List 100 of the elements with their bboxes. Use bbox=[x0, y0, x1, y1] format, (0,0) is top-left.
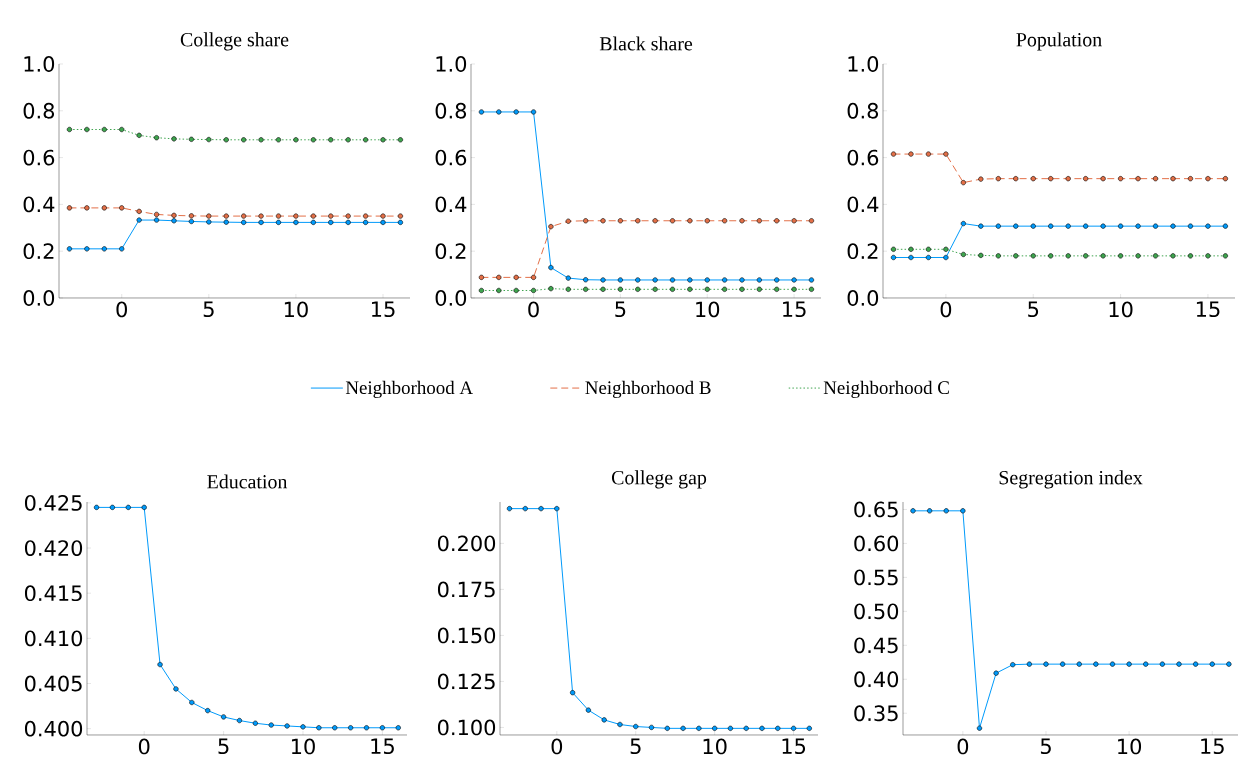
y-tick-label: 0.425 bbox=[24, 494, 82, 511]
point bbox=[910, 508, 916, 514]
point bbox=[258, 137, 264, 143]
point bbox=[600, 277, 606, 283]
point bbox=[153, 217, 160, 223]
point bbox=[1048, 176, 1054, 182]
point bbox=[1030, 176, 1036, 182]
y-tick-label: 0.2 bbox=[435, 243, 466, 260]
chart-title: College share bbox=[180, 32, 289, 51]
point bbox=[223, 219, 229, 225]
point bbox=[1043, 661, 1049, 667]
point bbox=[1010, 662, 1016, 668]
chart-title: College gap bbox=[611, 470, 707, 489]
point bbox=[808, 218, 815, 224]
point bbox=[585, 707, 591, 713]
point bbox=[1060, 661, 1066, 667]
chart-title: Education bbox=[207, 474, 288, 489]
point bbox=[241, 219, 247, 225]
y-tick-label: 0.6 bbox=[847, 149, 879, 166]
point bbox=[153, 211, 160, 218]
point bbox=[101, 246, 107, 252]
point bbox=[252, 720, 258, 726]
point bbox=[1100, 176, 1106, 182]
x-tick-label: 0 bbox=[138, 738, 150, 755]
point bbox=[1083, 253, 1089, 259]
point bbox=[223, 213, 229, 219]
point bbox=[554, 506, 560, 512]
point bbox=[173, 686, 179, 692]
point bbox=[188, 213, 194, 219]
point bbox=[101, 126, 107, 133]
point bbox=[206, 219, 212, 225]
point bbox=[157, 661, 163, 668]
y-tick-label: 0.2 bbox=[23, 243, 54, 260]
point bbox=[1065, 223, 1071, 229]
point bbox=[1109, 661, 1116, 667]
point bbox=[189, 699, 195, 706]
y-tick-label: 1.0 bbox=[848, 56, 879, 72]
point bbox=[1126, 661, 1132, 667]
point bbox=[775, 725, 781, 731]
x-tick-label: 15 bbox=[783, 301, 806, 318]
point bbox=[478, 287, 485, 294]
y-tick-label: 0.0 bbox=[23, 290, 55, 306]
x-tick-label: 5 bbox=[203, 301, 214, 318]
point bbox=[669, 277, 676, 283]
point bbox=[380, 213, 386, 219]
point bbox=[1030, 223, 1036, 229]
y-tick-label: 0.50 bbox=[854, 603, 899, 620]
y-tick-label: 0.100 bbox=[437, 719, 496, 736]
point bbox=[687, 277, 693, 283]
point bbox=[1187, 223, 1194, 229]
point bbox=[478, 274, 485, 280]
point bbox=[284, 723, 290, 729]
point bbox=[890, 151, 897, 157]
point bbox=[1152, 176, 1159, 182]
point bbox=[565, 275, 571, 281]
x-tick-label: 0 bbox=[940, 301, 952, 318]
point bbox=[66, 126, 73, 133]
y-tick-label: 1.0 bbox=[24, 56, 55, 72]
point bbox=[496, 287, 502, 294]
point bbox=[506, 506, 513, 512]
point bbox=[1118, 253, 1124, 259]
point bbox=[316, 725, 322, 731]
point bbox=[188, 218, 194, 225]
y-tick-label: 0.400 bbox=[24, 720, 83, 737]
point bbox=[293, 213, 299, 219]
point bbox=[722, 286, 728, 292]
point bbox=[960, 251, 966, 258]
point bbox=[397, 219, 404, 225]
point bbox=[397, 137, 404, 143]
point bbox=[743, 725, 749, 731]
point bbox=[1170, 176, 1176, 182]
point bbox=[1093, 661, 1099, 667]
point bbox=[993, 670, 999, 676]
point bbox=[565, 286, 571, 292]
x-tick-label: 5 bbox=[615, 301, 626, 318]
point bbox=[1013, 253, 1019, 259]
point bbox=[332, 725, 338, 731]
point bbox=[978, 223, 984, 229]
point bbox=[258, 219, 264, 225]
point bbox=[908, 246, 914, 252]
x-tick-label: 10 bbox=[703, 738, 727, 755]
x-tick-label: 5 bbox=[1028, 301, 1039, 318]
point bbox=[806, 725, 812, 731]
point bbox=[293, 137, 299, 143]
y-tick-label: 0.2 bbox=[847, 243, 878, 260]
point bbox=[995, 223, 1001, 229]
point bbox=[530, 109, 537, 115]
x-tick-label: 5 bbox=[1040, 738, 1051, 755]
point bbox=[380, 219, 386, 225]
point bbox=[960, 508, 966, 514]
x-tick-label: 10 bbox=[696, 301, 720, 318]
point bbox=[328, 137, 334, 143]
y-tick-label: 0.405 bbox=[24, 675, 82, 692]
point bbox=[664, 725, 670, 731]
point bbox=[976, 725, 983, 731]
point bbox=[680, 725, 686, 731]
point bbox=[925, 246, 932, 252]
point bbox=[275, 213, 282, 219]
point bbox=[1118, 176, 1124, 182]
point bbox=[601, 717, 607, 723]
